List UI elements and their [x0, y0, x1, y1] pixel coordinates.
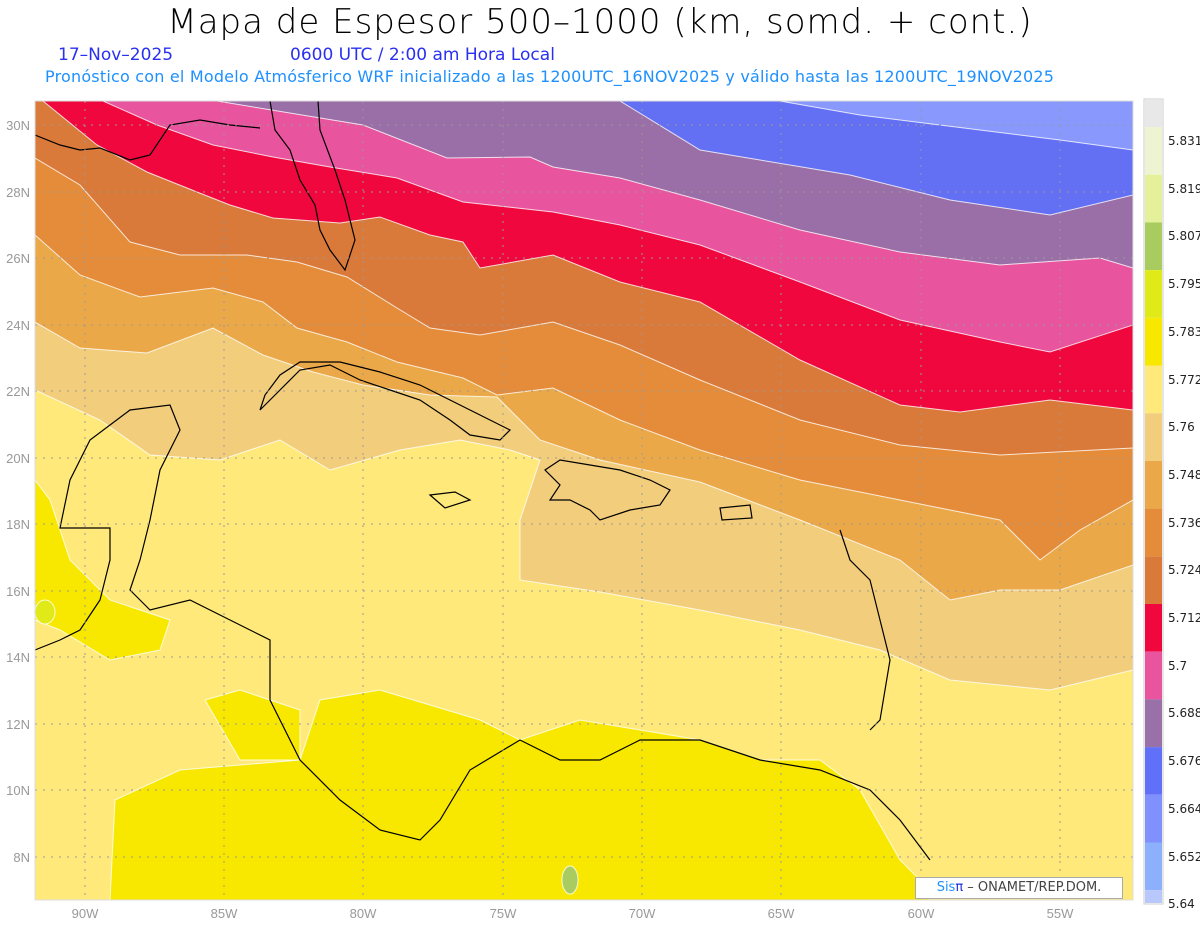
map-frame: [34, 100, 1134, 901]
colorbar-label: 5.676: [1168, 754, 1200, 769]
lat-label: 30N: [6, 118, 30, 133]
colorbar-label: 5.831: [1168, 134, 1200, 148]
forecast-subtitle: Pronóstico con el Modelo Atmósferico WRF…: [45, 67, 1055, 86]
lat-label: 18N: [6, 517, 30, 532]
credit-org: – ONAMET/REP.DOM.: [963, 880, 1102, 895]
colorbar-swatch: [1145, 222, 1162, 271]
colorbar-swatch: [1145, 100, 1162, 127]
colorbar-swatch: [1145, 365, 1162, 414]
colorbar-swatch: [1145, 556, 1162, 604]
lat-label: 16N: [6, 584, 30, 599]
colorbar-swatch: [1145, 604, 1162, 652]
colorbar-label: 5.688: [1168, 706, 1200, 721]
lon-label: 85W: [211, 906, 238, 921]
colorbar-label: 5.652: [1168, 849, 1200, 864]
lat-label: 20N: [6, 451, 30, 466]
lon-label: 55W: [1047, 906, 1074, 921]
colorbar-label: 5.7: [1168, 658, 1188, 673]
colorbar-swatch: [1145, 317, 1162, 366]
colorbar-swatch: [1145, 270, 1162, 318]
colorbar-swatch: [1145, 699, 1162, 748]
colorbar: [1143, 98, 1164, 905]
coast-jamaica: [428, 491, 472, 509]
band-5772-central: [204, 689, 301, 761]
coast-gulf: [35, 119, 261, 161]
colorbar-swatch: [1145, 890, 1162, 903]
forecast-time: 0600 UTC / 2:00 am Hora Local: [290, 45, 555, 65]
colorbar-frame: [1143, 98, 1164, 905]
lon-label: 70W: [629, 906, 656, 921]
coast-leeward: [839, 529, 891, 731]
lat-label: 10N: [6, 783, 30, 798]
lat-label: 22N: [6, 384, 30, 399]
lat-label: 12N: [6, 717, 30, 732]
colorbar-swatch: [1145, 842, 1162, 891]
colorbar-swatch: [1145, 794, 1162, 843]
colorbar-swatch: [1145, 174, 1162, 223]
coast-puerto-rico: [719, 504, 753, 521]
colorbar-label: 5.772: [1168, 372, 1200, 387]
colorbar-swatch: [1145, 127, 1162, 175]
colorbar-swatch: [1145, 508, 1162, 557]
band-5795-patch: [561, 865, 579, 895]
colorbar-swatch: [1145, 651, 1162, 700]
lat-label: 14N: [6, 650, 30, 665]
lon-label: 90W: [72, 906, 99, 921]
lon-label: 60W: [908, 906, 935, 921]
band-5783-patch: [35, 599, 56, 625]
colorbar-label: 5.664: [1168, 801, 1200, 816]
colorbar-swatch: [1145, 413, 1162, 461]
lon-label: 75W: [490, 906, 517, 921]
lon-label: 80W: [350, 906, 377, 921]
colorbar-label: 5.748: [1168, 467, 1200, 482]
lat-label: 28N: [6, 185, 30, 200]
credit-sis: Sis: [936, 880, 956, 895]
lat-label: 24N: [6, 318, 30, 333]
band-5772-west: [35, 479, 171, 661]
colorbar-label: 5.712: [1168, 611, 1200, 625]
colorbar-label: 5.64: [1168, 897, 1195, 912]
credit-pi: π: [955, 880, 964, 895]
lon-label: 65W: [768, 906, 795, 921]
colorbar-swatch: [1145, 460, 1162, 509]
coast-florida: [269, 101, 356, 272]
colorbar-label: 5.724: [1168, 563, 1200, 578]
band-5772-south: [109, 689, 931, 900]
colorbar-label: 5.819: [1168, 181, 1200, 196]
lat-label: 26N: [6, 251, 30, 266]
colorbar-label: 5.783: [1168, 324, 1200, 339]
forecast-date: 17–Nov–2025: [58, 45, 174, 65]
colorbar-swatch: [1145, 747, 1162, 795]
colorbar-label: 5.795: [1168, 277, 1200, 292]
graticule: [35, 101, 1133, 900]
colorbar-label: 5.807: [1168, 229, 1200, 244]
coast-hispaniola: [544, 459, 671, 521]
lat-label: 8N: [13, 850, 30, 865]
coast-yucatan: [35, 404, 931, 861]
credit-box: Sisπ – ONAMET/REP.DOM.: [915, 877, 1123, 899]
coast-cuba: [259, 361, 512, 441]
coastlines: [35, 101, 931, 861]
map-title: Mapa de Espesor 500–1000 (km, somd. + co…: [167, 2, 1033, 42]
colorbar-label: 5.76: [1168, 420, 1195, 435]
colorbar-label: 5.736: [1168, 515, 1200, 530]
